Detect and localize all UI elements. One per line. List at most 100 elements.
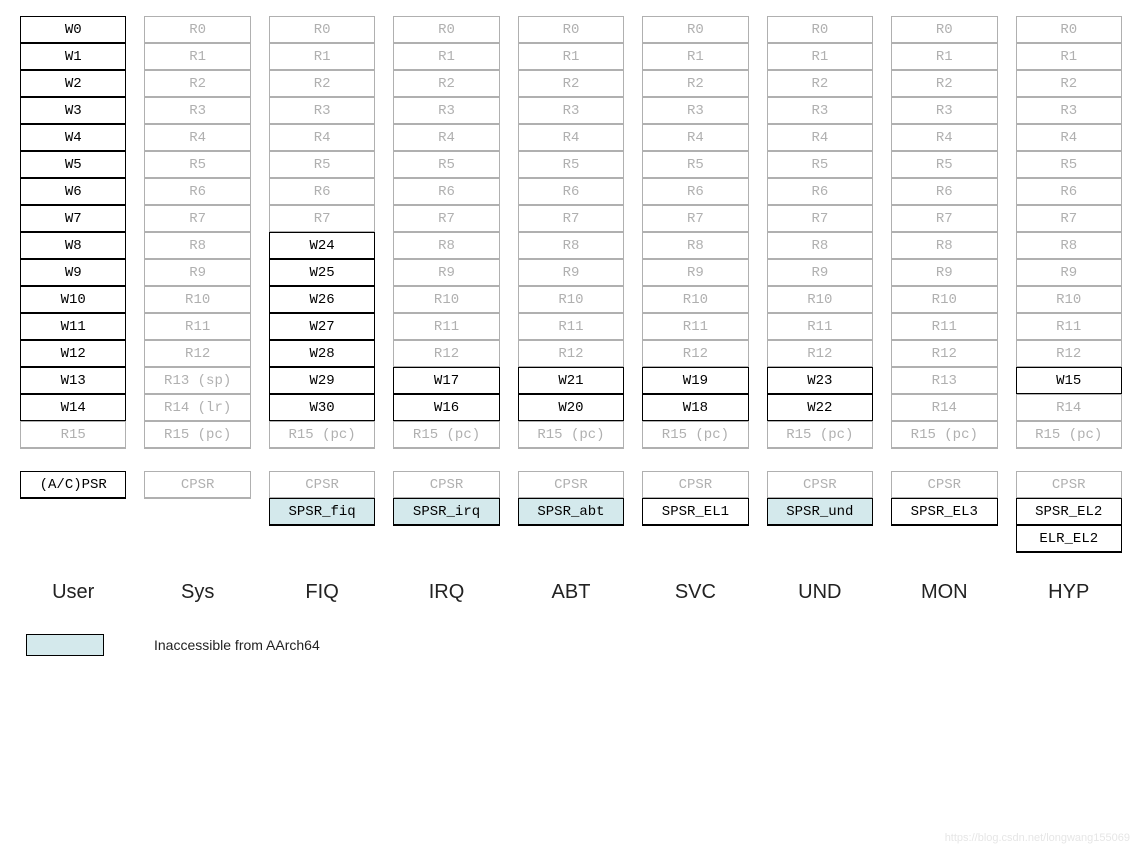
register-cell: W8 bbox=[20, 232, 126, 260]
watermark: https://blog.csdn.net/longwang155069 bbox=[945, 832, 1130, 844]
register-cell: R0 bbox=[393, 16, 499, 44]
register-cell: W28 bbox=[269, 340, 375, 368]
register-cell: R9 bbox=[767, 259, 873, 287]
register-cell: R15 (pc) bbox=[1016, 421, 1122, 449]
column-und: R0R1R2R3R4R5R6R7R8R9R10R11R12W23W22R15 (… bbox=[767, 16, 873, 526]
register-cell: R9 bbox=[393, 259, 499, 287]
register-cell: R15 (pc) bbox=[642, 421, 748, 449]
mode-label: Sys bbox=[144, 581, 250, 604]
register-cell: R5 bbox=[393, 151, 499, 179]
register-cell: R10 bbox=[767, 286, 873, 314]
register-cell: R11 bbox=[891, 313, 997, 341]
register-cell: R11 bbox=[144, 313, 250, 341]
register-cell: W20 bbox=[518, 394, 624, 422]
register-cell: R12 bbox=[144, 340, 250, 368]
register-cell: R4 bbox=[891, 124, 997, 152]
register-cell: R2 bbox=[891, 70, 997, 98]
register-cell: W18 bbox=[642, 394, 748, 422]
register-cell: R12 bbox=[891, 340, 997, 368]
column-user: W0W1W2W3W4W5W6W7W8W9W10W11W12W13W14R15(A… bbox=[20, 16, 126, 499]
psr-cell: SPSR_fiq bbox=[269, 498, 375, 526]
register-cell: R1 bbox=[144, 43, 250, 71]
register-cell: R2 bbox=[518, 70, 624, 98]
register-cell: R13 bbox=[891, 367, 997, 395]
column-gap bbox=[269, 449, 375, 471]
register-cell: R1 bbox=[1016, 43, 1122, 71]
register-cell: R11 bbox=[767, 313, 873, 341]
psr-cell: (A/C)PSR bbox=[20, 471, 126, 499]
register-cell: R6 bbox=[144, 178, 250, 206]
register-cell: R12 bbox=[767, 340, 873, 368]
register-cell: R3 bbox=[518, 97, 624, 125]
column-mon: R0R1R2R3R4R5R6R7R8R9R10R11R12R13R14R15 (… bbox=[891, 16, 997, 526]
register-cell: R10 bbox=[1016, 286, 1122, 314]
register-cell: W0 bbox=[20, 16, 126, 44]
register-cell: R6 bbox=[891, 178, 997, 206]
register-cell: R7 bbox=[144, 205, 250, 233]
column-gap bbox=[20, 449, 126, 471]
register-cell: R6 bbox=[269, 178, 375, 206]
register-cell: W26 bbox=[269, 286, 375, 314]
register-cell: W2 bbox=[20, 70, 126, 98]
psr-cell: SPSR_EL1 bbox=[642, 498, 748, 526]
register-cell: R1 bbox=[891, 43, 997, 71]
register-cell: R1 bbox=[642, 43, 748, 71]
register-cell: R4 bbox=[393, 124, 499, 152]
register-cell: R8 bbox=[642, 232, 748, 260]
register-cell: R9 bbox=[891, 259, 997, 287]
register-cell: W19 bbox=[642, 367, 748, 395]
psr-cell: SPSR_irq bbox=[393, 498, 499, 526]
mode-label: FIQ bbox=[269, 581, 375, 604]
psr-cell: CPSR bbox=[642, 471, 748, 499]
psr-cell: CPSR bbox=[518, 471, 624, 499]
register-cell: R6 bbox=[767, 178, 873, 206]
mode-label: HYP bbox=[1016, 581, 1122, 604]
register-cell: R3 bbox=[269, 97, 375, 125]
mode-label: MON bbox=[891, 581, 997, 604]
register-cell: R5 bbox=[1016, 151, 1122, 179]
register-cell: R14 bbox=[891, 394, 997, 422]
register-cell: W3 bbox=[20, 97, 126, 125]
column-sys: R0R1R2R3R4R5R6R7R8R9R10R11R12R13 (sp)R14… bbox=[144, 16, 250, 499]
register-cell: R5 bbox=[518, 151, 624, 179]
legend-label: Inaccessible from AArch64 bbox=[154, 637, 320, 653]
register-cell: R8 bbox=[1016, 232, 1122, 260]
register-cell: R4 bbox=[518, 124, 624, 152]
register-cell: R8 bbox=[891, 232, 997, 260]
register-cell: R15 (pc) bbox=[767, 421, 873, 449]
legend: Inaccessible from AArch64 bbox=[26, 634, 1122, 656]
register-cell: R6 bbox=[518, 178, 624, 206]
register-cell: R1 bbox=[393, 43, 499, 71]
register-cell: R3 bbox=[767, 97, 873, 125]
register-cell: R3 bbox=[891, 97, 997, 125]
column-hyp: R0R1R2R3R4R5R6R7R8R9R10R11R12W15R14R15 (… bbox=[1016, 16, 1122, 553]
register-cell: R12 bbox=[393, 340, 499, 368]
register-cell: R14 bbox=[1016, 394, 1122, 422]
register-cell: R12 bbox=[642, 340, 748, 368]
psr-cell: SPSR_EL2 bbox=[1016, 498, 1122, 526]
register-cell: R7 bbox=[642, 205, 748, 233]
register-cell: W9 bbox=[20, 259, 126, 287]
psr-cell: CPSR bbox=[1016, 471, 1122, 499]
register-cell: R11 bbox=[642, 313, 748, 341]
register-cell: R2 bbox=[144, 70, 250, 98]
register-cell: R11 bbox=[1016, 313, 1122, 341]
register-cell: W13 bbox=[20, 367, 126, 395]
register-cell: W1 bbox=[20, 43, 126, 71]
register-cell: W14 bbox=[20, 394, 126, 422]
register-cell: R9 bbox=[144, 259, 250, 287]
register-cell: R1 bbox=[767, 43, 873, 71]
psr-cell: ELR_EL2 bbox=[1016, 525, 1122, 553]
register-cell: R3 bbox=[144, 97, 250, 125]
psr-cell: CPSR bbox=[767, 471, 873, 499]
register-cell: R15 bbox=[20, 421, 126, 449]
mode-label: ABT bbox=[518, 581, 624, 604]
register-cell: R7 bbox=[518, 205, 624, 233]
psr-cell: SPSR_und bbox=[767, 498, 873, 526]
register-cell: R4 bbox=[767, 124, 873, 152]
register-cell: W5 bbox=[20, 151, 126, 179]
column-irq: R0R1R2R3R4R5R6R7R8R9R10R11R12W17W16R15 (… bbox=[393, 16, 499, 526]
register-cell: R1 bbox=[269, 43, 375, 71]
column-gap bbox=[518, 449, 624, 471]
register-cell: R8 bbox=[518, 232, 624, 260]
